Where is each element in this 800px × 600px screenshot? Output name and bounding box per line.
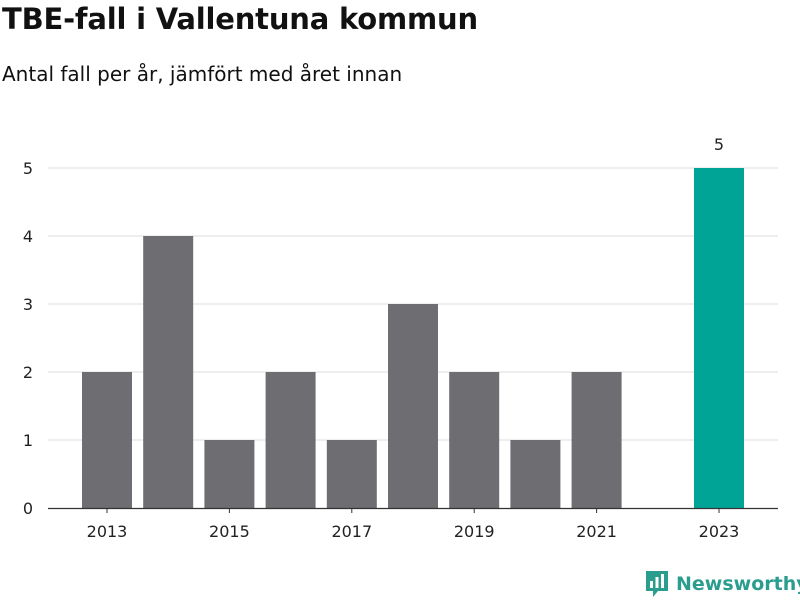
y-tick-label: 5 (23, 159, 33, 178)
chart-title: TBE-fall i Vallentuna kommun (2, 2, 478, 36)
y-tick-label: 0 (23, 499, 33, 518)
bar-2019 (449, 372, 500, 508)
bar-2015 (204, 440, 255, 508)
x-tick-label: 2019 (454, 522, 495, 541)
y-tick-label: 3 (23, 295, 33, 314)
x-tick-label: 2015 (209, 522, 250, 541)
bar-2021 (571, 372, 622, 508)
x-tick-label: 2017 (331, 522, 372, 541)
bar-2014 (143, 236, 194, 508)
y-tick-label: 4 (23, 227, 33, 246)
labels: 0 1 2 3 4 5 2013 2015 2017 2019 2021 2023 5 (23, 135, 740, 541)
bar-2023 (694, 168, 744, 508)
bar-2017 (326, 440, 377, 508)
bars (82, 168, 744, 508)
bar-2018 (388, 304, 438, 508)
newsworthy-logo-icon (646, 571, 668, 597)
x-tick-label: 2021 (576, 522, 617, 541)
data-label: 5 (714, 135, 724, 154)
newsworthy-logo: Newsworthy (644, 568, 800, 600)
bar-2013 (82, 372, 132, 508)
chart-subtitle: Antal fall per år, jämfört med året inna… (2, 62, 403, 86)
bar-2020 (510, 440, 561, 508)
axes (48, 507, 778, 513)
x-tick-label: 2013 (87, 522, 128, 541)
y-tick-label: 1 (23, 431, 33, 450)
x-tick-label: 2023 (699, 522, 740, 541)
y-tick-label: 2 (23, 363, 33, 382)
newsworthy-logo-text: Newsworthy (676, 573, 800, 595)
bar-2016 (265, 372, 316, 508)
